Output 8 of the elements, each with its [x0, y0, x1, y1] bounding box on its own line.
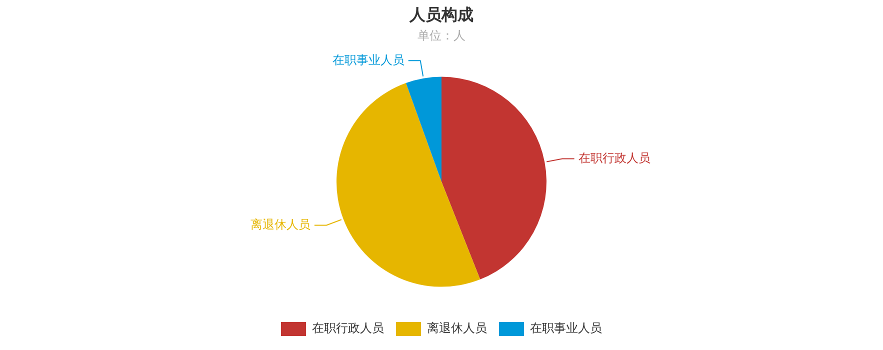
chart-subtitle: 单位：人: [418, 28, 466, 43]
slice-label: 在职事业人员: [332, 52, 404, 67]
slice-label: 在职行政人员: [578, 150, 650, 165]
slice-label: 离退休人员: [250, 217, 310, 232]
legend-label: 离退休人员: [427, 321, 487, 336]
legend-label: 在职事业人员: [530, 321, 602, 336]
legend-label: 在职行政人员: [312, 321, 384, 336]
chart-title: 人员构成: [408, 4, 474, 24]
